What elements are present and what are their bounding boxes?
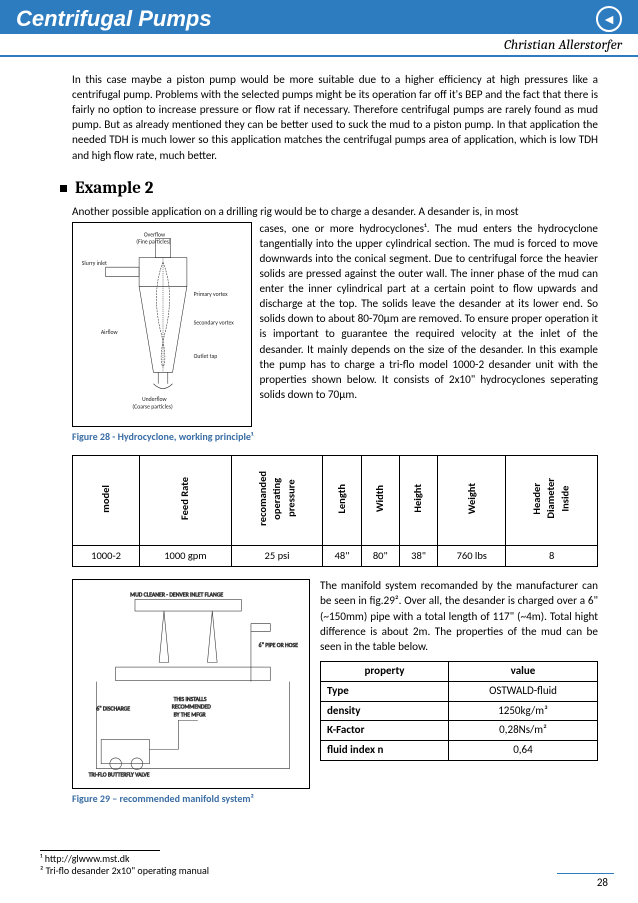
footnotes: ¹ http://glwww.mst.dk ² Tri-flo desander… [40, 850, 209, 877]
th-weight: Weight [465, 483, 479, 514]
figure-29-box: THIS INSTALLS RECOMMENDED BY THE MFGR MU… [72, 579, 310, 789]
figure-29-caption: Figure 29 – recommended manifold system² [72, 792, 310, 806]
th-height: Height [411, 484, 425, 513]
header-badge-icon: ◄ [596, 6, 622, 32]
th-model: model [99, 485, 113, 513]
hydrocyclone-diagram: Overflow (Fine particles) Slurry inlet P… [77, 227, 249, 422]
right-col-block: The manifold system recomanded by the ma… [320, 579, 598, 812]
page-content: In this case maybe a piston pump would b… [0, 57, 638, 822]
intro-paragraph: In this case maybe a piston pump would b… [72, 73, 598, 164]
header-title: Centrifugal Pumps [16, 6, 212, 32]
th-pressure: recomandedoperatingpressure [256, 471, 299, 526]
lbl-underflow: Underflow [142, 396, 168, 403]
lbl-secondary: Secondary vortex [194, 319, 235, 326]
prop-row: K-Factor0,28Ns/m² [321, 721, 598, 741]
svg-text:6" DISCHARGE: 6" DISCHARGE [96, 705, 130, 713]
manifold-paragraph: The manifold system recomanded by the ma… [320, 579, 598, 655]
th-width: Width [373, 485, 387, 512]
td-model: 1000-2 [73, 546, 140, 567]
prop-row: TypeOSTWALD-fluid [321, 681, 598, 701]
th-feedrate: Feed Rate [178, 477, 192, 520]
prop-row: fluid index n0,64 [321, 741, 598, 761]
svg-text:(Coarse particles): (Coarse particles) [132, 403, 173, 410]
properties-table: property value TypeOSTWALD-fluid density… [320, 661, 598, 761]
svg-text:BY THE MFGR: BY THE MFGR [174, 711, 207, 719]
td-weight: 760 lbs [438, 546, 506, 567]
th-length: Length [335, 484, 349, 514]
lbl-airflow: Airflow [101, 329, 119, 336]
page-header: Centrifugal Pumps ◄ [0, 0, 638, 34]
manifold-diagram: THIS INSTALLS RECOMMENDED BY THE MFGR MU… [77, 584, 307, 784]
td-length: 48" [323, 546, 361, 567]
figure-29-block: THIS INSTALLS RECOMMENDED BY THE MFGR MU… [72, 579, 310, 812]
table-header-row: model Feed Rate recomandedoperatingpress… [73, 456, 598, 546]
svg-text:(Fine particles): (Fine particles) [136, 238, 171, 245]
td-pressure: 25 psi [231, 546, 323, 567]
author-name: Christian Allerstorfer [0, 34, 638, 57]
desander-table: model Feed Rate recomandedoperatingpress… [72, 455, 598, 567]
example-heading: Example 2 [60, 178, 598, 201]
page-number: 28 [557, 873, 614, 889]
svg-text:6" PIPE OR HOSE: 6" PIPE OR HOSE [259, 641, 298, 649]
svg-text:MUD CLEANER - DENVER INLET FLA: MUD CLEANER - DENVER INLET FLANGE [130, 591, 223, 599]
svg-text:TRI-FLO BUTTERFLY VALVE: TRI-FLO BUTTERFLY VALVE [89, 771, 150, 779]
table-data-row: 1000-2 1000 gpm 25 psi 48" 80" 38" 760 l… [73, 546, 598, 567]
td-feedrate: 1000 gpm [140, 546, 232, 567]
lbl-outlet: Outlet tap [194, 353, 218, 360]
figure-28-box: Overflow (Fine particles) Slurry inlet P… [72, 222, 252, 427]
th-value: value [448, 661, 597, 681]
proptable-header: property value [321, 661, 598, 681]
example-intro: Another possible application on a drilli… [72, 205, 598, 220]
td-width: 80" [361, 546, 399, 567]
td-height: 38" [399, 546, 437, 567]
figure-28-caption: Figure 28 - Hydrocyclone, working princi… [72, 430, 253, 444]
footnote-2: ² Tri-flo desander 2x10" operating manua… [40, 865, 209, 877]
figure-28-block: Overflow (Fine particles) Slurry inlet P… [72, 222, 253, 450]
td-header-dia: 8 [506, 546, 598, 567]
lbl-slurry: Slurry inlet [82, 260, 107, 267]
bullet-icon [60, 185, 67, 192]
example-title-text: Example 2 [75, 179, 153, 198]
th-property: property [321, 661, 449, 681]
prop-row: density1250kg/m³ [321, 701, 598, 721]
lbl-primary: Primary vortex [194, 291, 229, 298]
th-header-dia: HeaderDiameterInside [530, 478, 573, 519]
example-body: cases, one or more hydrocyclones¹. The m… [259, 222, 598, 450]
